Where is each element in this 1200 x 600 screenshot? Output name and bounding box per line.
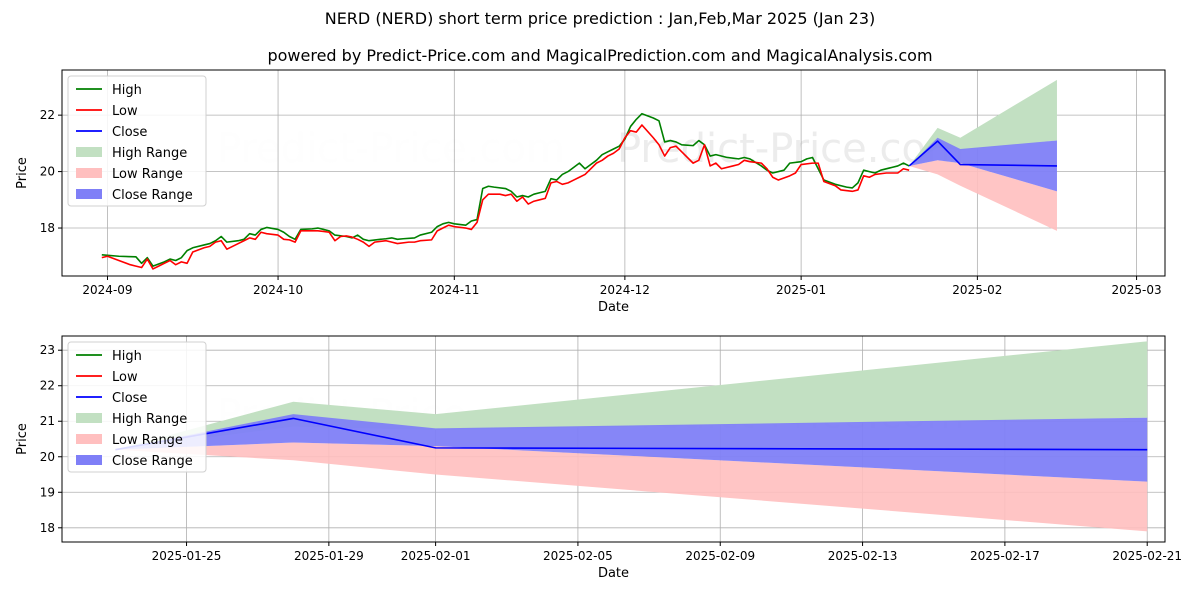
watermark: Predict-Price.com — [217, 126, 565, 172]
x-tick-label: 2025-02-17 — [970, 549, 1040, 563]
axes-frame — [61, 69, 1166, 277]
plot-area — [101, 79, 1057, 270]
legend-label: Close Range — [112, 454, 193, 469]
chart-panel-top: Predict-Price.com Predict-Price.com2024-0… — [15, 69, 1166, 315]
chart-panel-bottom: Predict-Price.comPredict-Price.com2025-0… — [15, 335, 1182, 581]
x-tick-label: 2025-01-25 — [152, 549, 222, 563]
x-tick-label: 2025-02-21 — [1112, 549, 1182, 563]
x-tick-label: 2024-09 — [82, 283, 132, 297]
legend-label: High Range — [112, 146, 187, 161]
axes-frame — [61, 335, 1166, 543]
y-tick-label: 22 — [40, 108, 55, 122]
legend-patch-swatch — [76, 413, 102, 423]
x-tick-label: 2025-01 — [776, 283, 826, 297]
x-tick-label: 2025-02-13 — [828, 549, 898, 563]
low-series-line — [101, 124, 910, 270]
y-tick-label: 20 — [40, 450, 55, 464]
legend-label: Low — [112, 104, 138, 119]
x-tick-label: 2025-02 — [952, 283, 1002, 297]
x-tick-label: 2025-01-29 — [294, 549, 364, 563]
x-tick-label: 2024-10 — [253, 283, 303, 297]
x-axis-label: Date — [598, 566, 629, 581]
legend-label: Close Range — [112, 188, 193, 203]
x-axis-label: Date — [598, 300, 629, 315]
close-series-line — [908, 140, 1057, 167]
legend-patch-swatch — [76, 147, 102, 157]
legend-label: Close — [112, 391, 147, 406]
chart-title: NERD (NERD) short term price prediction … — [324, 9, 876, 28]
low-range-band — [909, 160, 1057, 231]
legend-box — [67, 75, 207, 207]
legend-patch-swatch — [76, 455, 102, 465]
legend-label: Low Range — [112, 433, 183, 448]
y-axis-label: Price — [15, 157, 30, 189]
y-tick-label: 22 — [40, 379, 55, 393]
legend-label: Close — [112, 125, 147, 140]
y-tick-label: 19 — [40, 485, 55, 499]
x-tick-label: 2025-02-09 — [685, 549, 755, 563]
legend-patch-swatch — [76, 434, 102, 444]
x-tick-label: 2025-02-05 — [543, 549, 613, 563]
y-tick-label: 23 — [40, 343, 55, 357]
chart-subtitle: powered by Predict-Price.com and Magical… — [267, 46, 933, 65]
legend-patch-swatch — [76, 168, 102, 178]
legend-label: High Range — [112, 412, 187, 427]
x-tick-label: 2025-03 — [1112, 283, 1162, 297]
y-axis-label: Price — [15, 423, 30, 455]
legend-label: Low — [112, 370, 138, 385]
plot-area — [115, 341, 1148, 532]
x-tick-label: 2024-12 — [600, 283, 650, 297]
low-range-band — [115, 442, 1148, 532]
legend-patch-swatch — [76, 189, 102, 199]
legend-label: High — [112, 349, 142, 364]
y-tick-label: 21 — [40, 414, 55, 428]
y-tick-label: 18 — [40, 221, 55, 235]
legend-box — [67, 341, 207, 473]
x-tick-label: 2024-11 — [429, 283, 479, 297]
y-tick-label: 18 — [40, 521, 55, 535]
legend-label: High — [112, 83, 142, 98]
x-tick-label: 2025-02-01 — [401, 549, 471, 563]
y-tick-label: 20 — [40, 165, 55, 179]
legend-label: Low Range — [112, 167, 183, 182]
